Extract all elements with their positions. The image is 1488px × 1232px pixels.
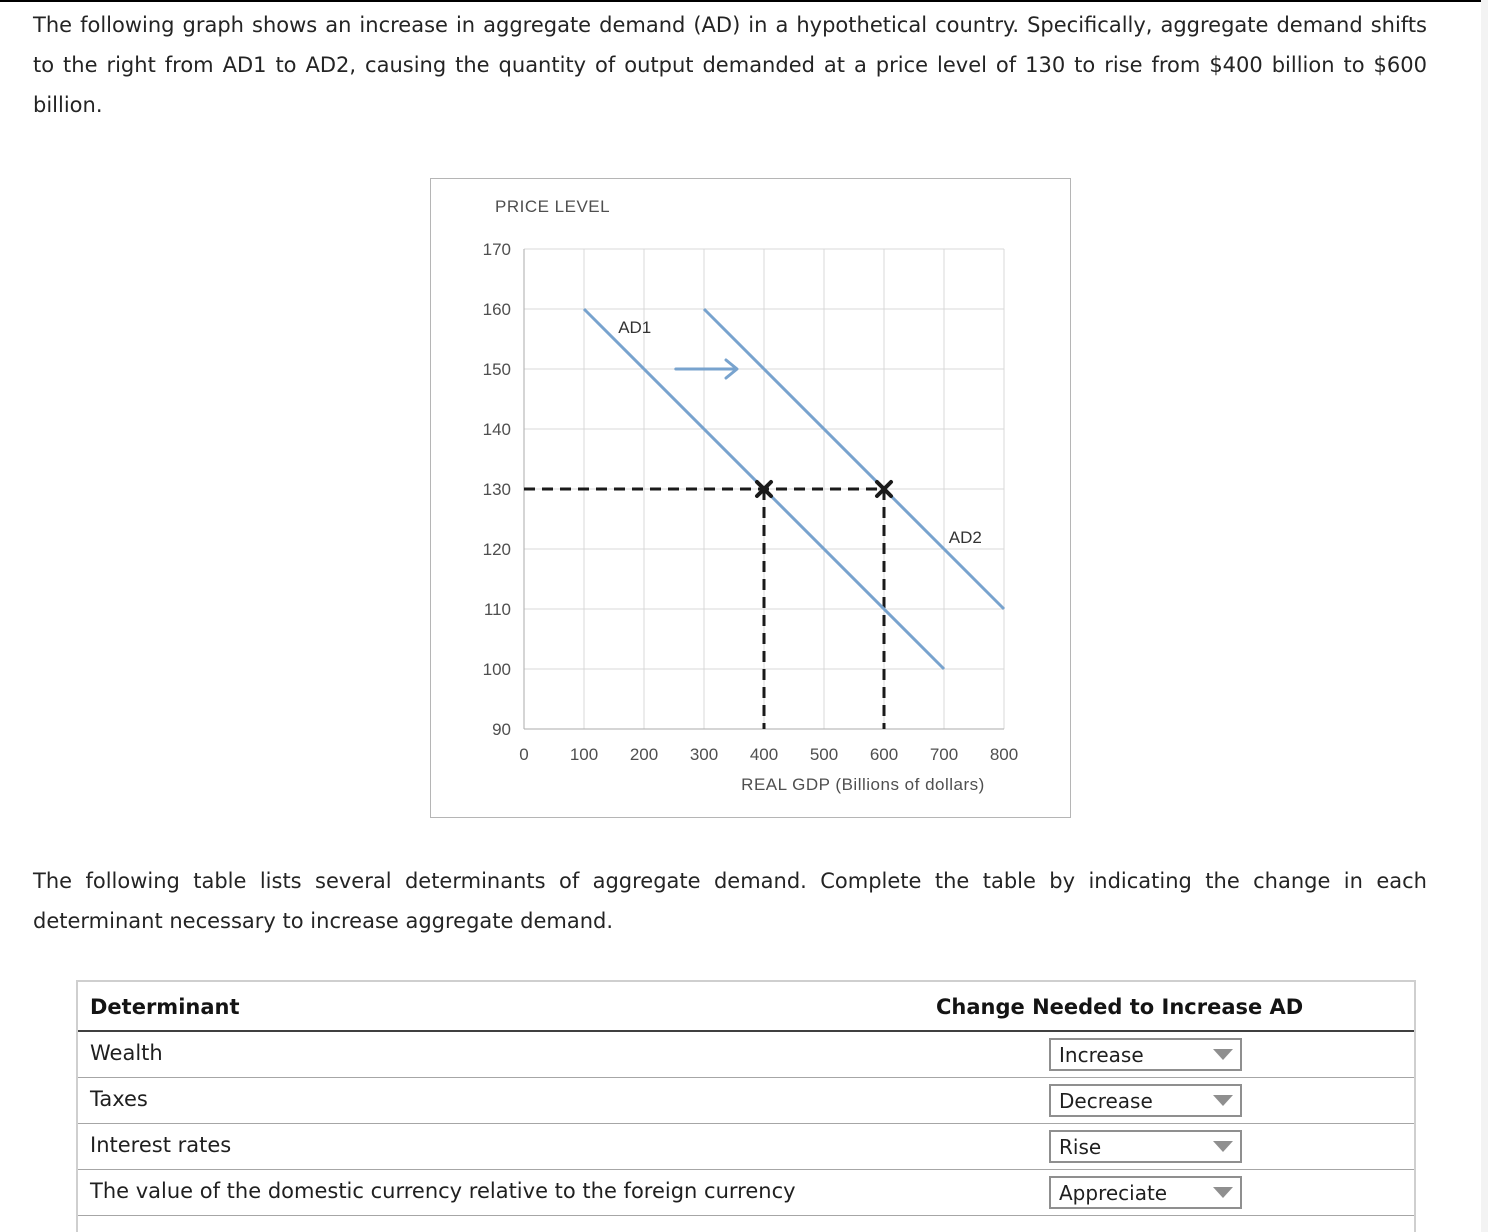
determinant-label: Taxes: [90, 1087, 148, 1111]
y-tick-label: 140: [483, 420, 511, 439]
change-dropdown[interactable]: Increase: [1049, 1038, 1242, 1071]
table-row: The value of the domestic currency relat…: [78, 1170, 1414, 1216]
curve-label-ad1: AD1: [618, 318, 651, 337]
x-axis-title: REAL GDP (Billions of dollars): [741, 775, 985, 794]
intro-paragraph: The following graph shows an increase in…: [33, 13, 1427, 117]
dropdown-selected-value: Rise: [1059, 1134, 1102, 1159]
vertical-scrollbar[interactable]: [1481, 0, 1488, 1232]
ad-curve-ad2[interactable]: [702, 307, 1006, 611]
curve-label-ad2: AD2: [949, 528, 982, 547]
ad-shift-chart: 90 100 110 120 130 140 150 160 170 0 100 200 300 400 5…: [430, 178, 1071, 818]
change-dropdown[interactable]: Rise: [1049, 1130, 1242, 1163]
intersection-marker-icon[interactable]: [875, 480, 893, 498]
top-divider: [0, 0, 1488, 2]
x-tick-label: 600: [870, 745, 898, 764]
dropdown-arrow-icon[interactable]: [1213, 1187, 1233, 1198]
y-tick-label: 100: [483, 660, 511, 679]
x-tick-label: 200: [630, 745, 658, 764]
table-row: Interest rates Rise: [78, 1124, 1414, 1170]
y-tick-label: 160: [483, 300, 511, 319]
change-dropdown[interactable]: Decrease: [1049, 1084, 1242, 1117]
x-tick-label: 100: [570, 745, 598, 764]
table-body: Wealth Increase Taxes Decrease Interest …: [78, 1032, 1414, 1216]
x-tick-label: 400: [750, 745, 778, 764]
dropdown-arrow-icon[interactable]: [1213, 1049, 1233, 1060]
table-header-row: Determinant Change Needed to Increase AD: [78, 982, 1414, 1032]
table-instructions: The following table lists several determ…: [33, 869, 1427, 933]
x-tick-label: 800: [990, 745, 1018, 764]
table-row: Wealth Increase: [78, 1032, 1414, 1078]
y-axis-title: PRICE LEVEL: [495, 197, 610, 216]
change-dropdown[interactable]: Appreciate: [1049, 1176, 1242, 1209]
y-tick-label: 170: [483, 240, 511, 259]
y-tick-label: 120: [483, 540, 511, 559]
dropdown-selected-value: Increase: [1059, 1042, 1144, 1067]
shift-arrow-head-icon: [724, 358, 739, 380]
y-tick-label: 110: [484, 600, 511, 619]
determinant-label: Interest rates: [90, 1133, 232, 1157]
dropdown-arrow-icon[interactable]: [1213, 1141, 1233, 1152]
determinant-label: Wealth: [90, 1041, 163, 1065]
x-tick-label: 700: [930, 745, 958, 764]
table-row: Taxes Decrease: [78, 1078, 1414, 1124]
y-tick-label: 150: [483, 360, 511, 379]
x-tick-label: 300: [690, 745, 718, 764]
x-tick-label: 0: [519, 745, 528, 764]
change-column-header: Change Needed to Increase AD: [936, 995, 1304, 1019]
y-tick-label: 130: [483, 480, 511, 499]
x-tick-label: 500: [810, 745, 838, 764]
chart-svg: 90 100 110 120 130 140 150 160 170 0 100 200 300 400 5…: [483, 197, 1019, 794]
y-tick-label: 90: [492, 720, 511, 739]
dropdown-selected-value: Appreciate: [1059, 1180, 1168, 1205]
dropdown-arrow-icon[interactable]: [1213, 1095, 1233, 1106]
determinant-label: The value of the domestic currency relat…: [90, 1179, 796, 1203]
intersection-marker-icon[interactable]: [755, 480, 773, 498]
determinants-table: Determinant Change Needed to Increase AD…: [76, 980, 1416, 1232]
determinant-column-header: Determinant: [90, 995, 240, 1019]
dropdown-selected-value: Decrease: [1059, 1088, 1153, 1113]
